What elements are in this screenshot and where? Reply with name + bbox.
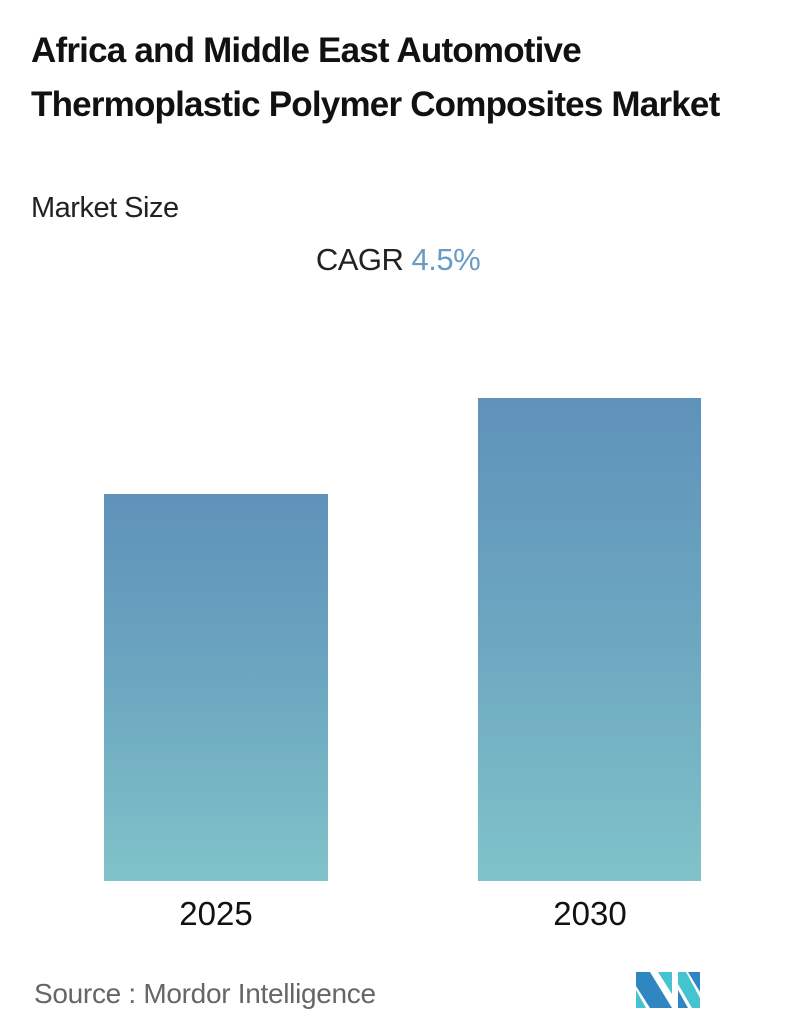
x-tick-2025: 2025 — [179, 895, 253, 932]
cagr-label: CAGR — [315, 242, 404, 277]
bar-2025 — [104, 494, 328, 881]
source-text: Source : Mordor Intelligence — [34, 978, 376, 1009]
bar-2030 — [478, 398, 701, 881]
chart-title: Africa and Middle East Automotive Thermo… — [31, 31, 720, 124]
mordor-intelligence-logo-icon — [636, 972, 700, 1008]
chart-subtitle: Market Size — [31, 192, 179, 224]
cagr-annotation: CAGR 4.5% — [0, 242, 796, 278]
cagr-value: 4.5% — [411, 242, 481, 277]
x-tick-2030: 2030 — [553, 895, 627, 932]
